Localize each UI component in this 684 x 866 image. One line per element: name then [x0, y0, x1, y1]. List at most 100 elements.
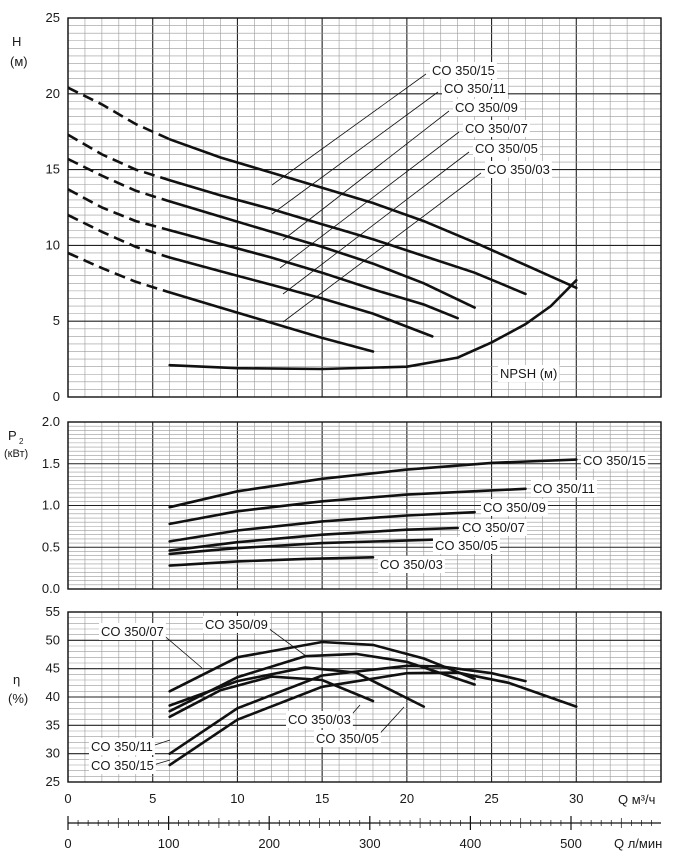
h-axis-title: H: [12, 34, 21, 49]
label-background: [498, 365, 560, 382]
y-tick-label: 50: [46, 632, 60, 647]
leader-line: [271, 73, 427, 186]
label-background: [473, 140, 540, 157]
eta-axis-unit: (%): [8, 691, 28, 706]
leader-line: [159, 631, 203, 669]
label-background: [485, 161, 552, 178]
y-tick-label: 20: [46, 86, 60, 101]
leader-line: [282, 110, 450, 241]
y-tick-label: 40: [46, 689, 60, 704]
y-tick-label: 0: [53, 389, 60, 404]
y-tick-label: 30: [46, 746, 60, 761]
label-background: [203, 616, 270, 633]
label-background: [430, 62, 497, 79]
npsh-label: NPSH (м): [500, 366, 557, 381]
h-axis-unit: (м): [10, 54, 28, 69]
label-background: [442, 80, 508, 97]
label-background: [463, 120, 530, 137]
y-tick-label: 35: [46, 717, 60, 732]
x-tick-lmin: 500: [560, 836, 582, 851]
y-tick-label: 55: [46, 604, 60, 619]
x-tick-m3h: 30: [569, 791, 583, 806]
label-background: [481, 499, 548, 516]
x-unit-lmin: Q л/мин: [614, 836, 662, 851]
p2-curve-label: CO 350/03: [380, 557, 443, 572]
leader-line: [282, 151, 470, 295]
h-curve-label: CO 350/07: [465, 121, 528, 136]
curve-line: [168, 664, 527, 755]
eta-curve-label: CO 350/15: [91, 758, 154, 773]
label-layer: CO 350/15 CO 350/11 CO 350/09 CO 350/07 CO 3…: [89, 62, 648, 774]
label-background: [89, 757, 156, 774]
y-tick-label: 1.0: [42, 498, 60, 513]
curve-dashed: [67, 133, 171, 182]
curve-line: [168, 671, 578, 767]
label-background: [531, 480, 597, 497]
h-curve-label: CO 350/05: [475, 141, 538, 156]
eta-curve-label: CO 350/05: [316, 731, 379, 746]
h-curve-label: CO 350/09: [455, 100, 518, 115]
curve-line: [168, 138, 578, 290]
panel-frame: [67, 421, 662, 590]
x-tick-m3h: 15: [315, 791, 329, 806]
p2-axis-subscript: 2: [19, 437, 24, 446]
y-tick-label: 45: [46, 661, 60, 676]
y-tick-label: 0.0: [42, 581, 60, 596]
label-background: [314, 730, 381, 747]
axis-layer: 05101520250.00.51.01.52.025303540455055H…: [4, 10, 662, 851]
label-background: [453, 99, 520, 116]
grid-layer: [67, 17, 662, 783]
y-tick-label: 5: [53, 313, 60, 328]
x-tick-lmin: 200: [258, 836, 280, 851]
eta-axis-title: η: [13, 672, 20, 687]
y-tick-label: 15: [46, 162, 60, 177]
curve-line: [168, 675, 375, 719]
leader-line: [282, 172, 482, 323]
curve-line: [168, 640, 476, 693]
x-unit-m3h: Q м³/ч: [618, 792, 655, 807]
y-tick-label: 0.5: [42, 539, 60, 554]
curve-line: [168, 200, 476, 309]
x-tick-m3h: 25: [484, 791, 498, 806]
x-tick-m3h: 10: [230, 791, 244, 806]
leader-line: [271, 91, 439, 215]
curve-line: [168, 538, 434, 556]
y-tick-label: 2.0: [42, 414, 60, 429]
curve-line: [168, 652, 476, 713]
curve-line: [168, 458, 578, 509]
h-curve-label: CO 350/11: [444, 81, 506, 96]
eta-curve-label: CO 350/07: [101, 624, 164, 639]
x-tick-m3h: 5: [149, 791, 156, 806]
curve-line: [168, 228, 459, 320]
curve-dashed: [67, 86, 171, 141]
p2-curve-label: CO 350/09: [483, 500, 546, 515]
x-tick-lmin: 400: [460, 836, 482, 851]
curve-dashed: [67, 213, 171, 259]
p2-curve-label: CO 350/11: [533, 481, 595, 496]
label-background: [581, 452, 648, 469]
y-tick-label: 25: [46, 10, 60, 25]
panel-frame: [67, 17, 662, 398]
curve-line: [168, 178, 527, 296]
y-tick-label: 10: [46, 237, 60, 252]
label-background: [89, 738, 155, 755]
curve-line: [168, 666, 426, 708]
label-background: [460, 519, 527, 536]
y-tick-label: 25: [46, 774, 60, 789]
label-background: [99, 623, 166, 640]
eta-curve-label: CO 350/03: [288, 712, 351, 727]
leader-line: [263, 624, 307, 657]
p2-curve-label: CO 350/05: [435, 538, 498, 553]
x-tick-lmin: 0: [64, 836, 71, 851]
x-tick-lmin: 100: [158, 836, 180, 851]
eta-curve-label: CO 350/11: [91, 739, 153, 754]
x-tick-m3h: 0: [64, 791, 71, 806]
curve-line: [168, 256, 434, 338]
x-tick-m3h: 20: [400, 791, 414, 806]
h-curve-label: CO 350/03: [487, 162, 550, 177]
p2-curve-label: CO 350/15: [583, 453, 646, 468]
label-background: [433, 537, 500, 554]
curve-line: [168, 526, 459, 552]
curve-dashed: [67, 188, 171, 232]
